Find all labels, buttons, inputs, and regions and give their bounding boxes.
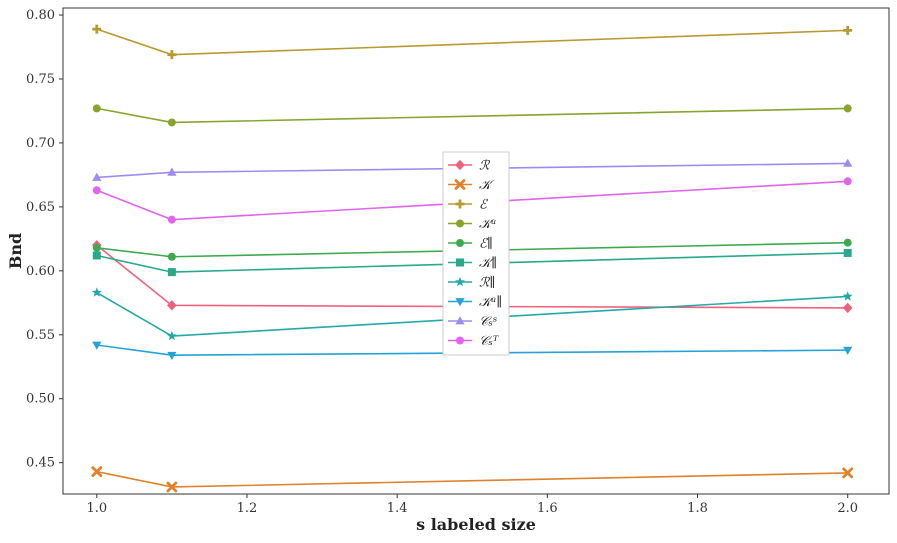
data-point: [167, 50, 177, 60]
data-point: [842, 467, 854, 479]
data-point: [91, 287, 102, 297]
legend-label: 𝒦ᵘ: [479, 217, 496, 232]
y-tick-label: 0.55: [26, 328, 55, 343]
data-point: [167, 118, 176, 127]
legend-label: 𝒦: [479, 178, 495, 193]
legend-item: ℛ∥: [448, 276, 495, 291]
legend: ℛ𝒦ℰ 𝒦ᵘ ℰ∥ 𝒦∥ ℛ∥ 𝒦ᵘ∥ 𝒞ₛˢ 𝒞ₛᵀ: [442, 151, 510, 356]
series-10: [92, 177, 852, 224]
legend-item: ℰ∥: [448, 237, 493, 252]
x-tick-label: 1.2: [237, 501, 258, 516]
x-tick-label: 1.8: [687, 501, 708, 516]
data-point: [456, 336, 464, 345]
data-point: [454, 179, 466, 190]
y-tick-label: 0.75: [26, 72, 55, 87]
data-point: [166, 481, 178, 493]
data-point: [455, 159, 465, 171]
data-point: [455, 298, 465, 307]
data-point: [92, 186, 101, 195]
y-tick-label: 0.60: [26, 264, 55, 279]
y-axis: 0.45 0.50 0.55 0.60 0.65 0.70 0.75 0.80: [26, 8, 63, 471]
y-tick-label: 0.65: [26, 200, 55, 215]
legend-label: ℛ∥: [479, 276, 495, 291]
data-point: [456, 239, 464, 247]
data-point: [92, 24, 102, 34]
series-2: [91, 466, 854, 493]
y-tick-label: 0.70: [26, 136, 55, 151]
legend-label: ℰ∥: [479, 237, 493, 252]
data-point: [92, 104, 101, 113]
legend-item: ℰ: [448, 198, 488, 213]
data-point: [92, 251, 101, 260]
data-point: [167, 351, 177, 361]
legend-label: ℰ: [479, 198, 488, 213]
data-point: [167, 167, 177, 176]
data-point: [843, 104, 852, 113]
data-point: [842, 302, 853, 314]
legend-label: 𝒦ᵘ∥: [479, 295, 502, 310]
series-4: [92, 104, 852, 127]
legend-label: 𝒞ₛˢ: [479, 315, 497, 330]
data-point: [455, 199, 465, 209]
data-point: [167, 252, 176, 261]
y-tick-label: 0.80: [26, 8, 55, 23]
series-8: [92, 341, 853, 361]
data-point: [843, 25, 853, 35]
y-tick-label: 0.45: [26, 456, 55, 471]
y-axis-title: Bnd: [6, 233, 25, 269]
legend-item: 𝒦∥: [448, 256, 497, 271]
data-point: [843, 238, 852, 247]
legend-item: 𝒦ᵘ∥: [448, 295, 502, 310]
series-5: [92, 238, 852, 261]
y-tick-label: 0.50: [26, 392, 55, 407]
legend-item: 𝒞ₛˢ: [448, 315, 497, 330]
series-layer: [91, 24, 854, 493]
x-tick-label: 2.0: [837, 501, 858, 516]
legend-label: 𝒞ₛᵀ: [479, 334, 499, 349]
data-point: [456, 219, 464, 228]
data-point: [166, 330, 177, 341]
data-point: [456, 258, 464, 267]
x-tick-label: 1.0: [86, 501, 107, 516]
data-point: [843, 248, 852, 257]
series-9: [92, 158, 853, 181]
x-axis-title: s labeled size: [416, 515, 536, 534]
data-point: [842, 291, 853, 301]
series-7: [91, 287, 853, 341]
legend-label: 𝒦∥: [479, 256, 497, 271]
data-point: [167, 268, 176, 277]
legend-item: 𝒦ᵘ: [448, 217, 496, 232]
legend-label: ℛ: [479, 159, 491, 174]
data-point: [92, 341, 102, 350]
data-point: [92, 243, 101, 252]
data-point: [455, 276, 465, 287]
legend-item: ℛ: [448, 159, 491, 174]
x-tick-label: 1.6: [537, 501, 558, 516]
data-point: [91, 466, 103, 478]
data-point: [455, 316, 465, 325]
series-3: [92, 24, 853, 60]
data-point: [167, 215, 176, 224]
legend-item: 𝒦: [448, 178, 495, 193]
x-tick-label: 1.4: [387, 501, 408, 516]
legend-item: 𝒞ₛᵀ: [448, 334, 499, 349]
data-point: [843, 346, 853, 355]
data-point: [843, 177, 852, 186]
data-point: [92, 172, 102, 181]
data-point: [167, 300, 177, 311]
data-point: [843, 158, 853, 167]
legend-box: [442, 151, 510, 356]
series-6: [92, 248, 852, 277]
x-axis: 1.0 1.2 1.4 1.6 1.8 2.0: [86, 494, 858, 516]
